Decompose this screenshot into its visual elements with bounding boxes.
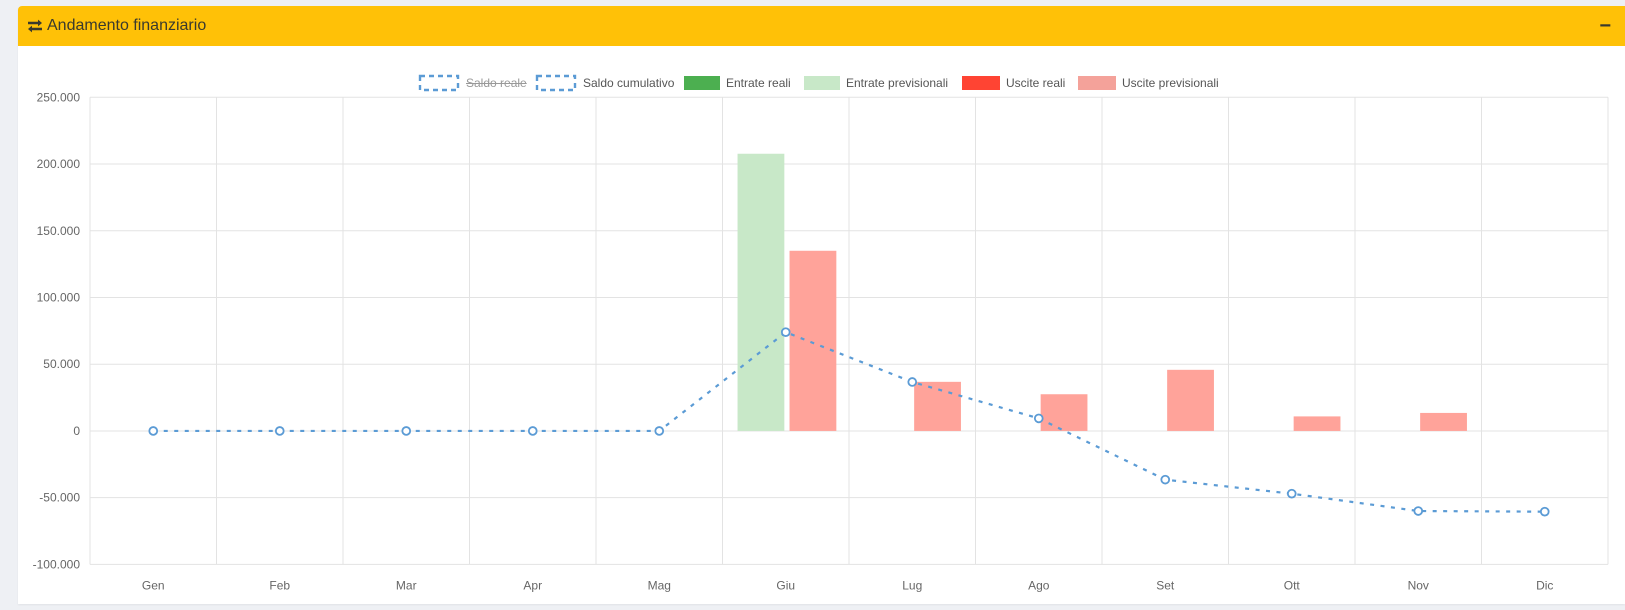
svg-text:Ott: Ott bbox=[1284, 578, 1301, 592]
svg-text:Ago: Ago bbox=[1028, 578, 1050, 592]
svg-text:Gen: Gen bbox=[142, 578, 165, 592]
svg-text:Nov: Nov bbox=[1408, 578, 1429, 592]
svg-text:Mag: Mag bbox=[648, 578, 671, 592]
svg-text:200.000: 200.000 bbox=[37, 157, 81, 171]
svg-text:250.000: 250.000 bbox=[37, 90, 81, 104]
svg-text:-100.000: -100.000 bbox=[33, 557, 81, 571]
svg-text:150.000: 150.000 bbox=[37, 224, 81, 238]
svg-text:100.000: 100.000 bbox=[37, 290, 81, 304]
svg-text:Apr: Apr bbox=[523, 578, 542, 592]
svg-text:-50.000: -50.000 bbox=[39, 491, 80, 505]
svg-text:50.000: 50.000 bbox=[43, 357, 80, 371]
svg-text:Giu: Giu bbox=[776, 578, 795, 592]
svg-text:Dic: Dic bbox=[1536, 578, 1553, 592]
svg-text:0: 0 bbox=[73, 424, 80, 438]
svg-text:Set: Set bbox=[1156, 578, 1175, 592]
svg-text:Mar: Mar bbox=[396, 578, 417, 592]
svg-text:Lug: Lug bbox=[902, 578, 922, 592]
svg-text:Feb: Feb bbox=[269, 578, 290, 592]
